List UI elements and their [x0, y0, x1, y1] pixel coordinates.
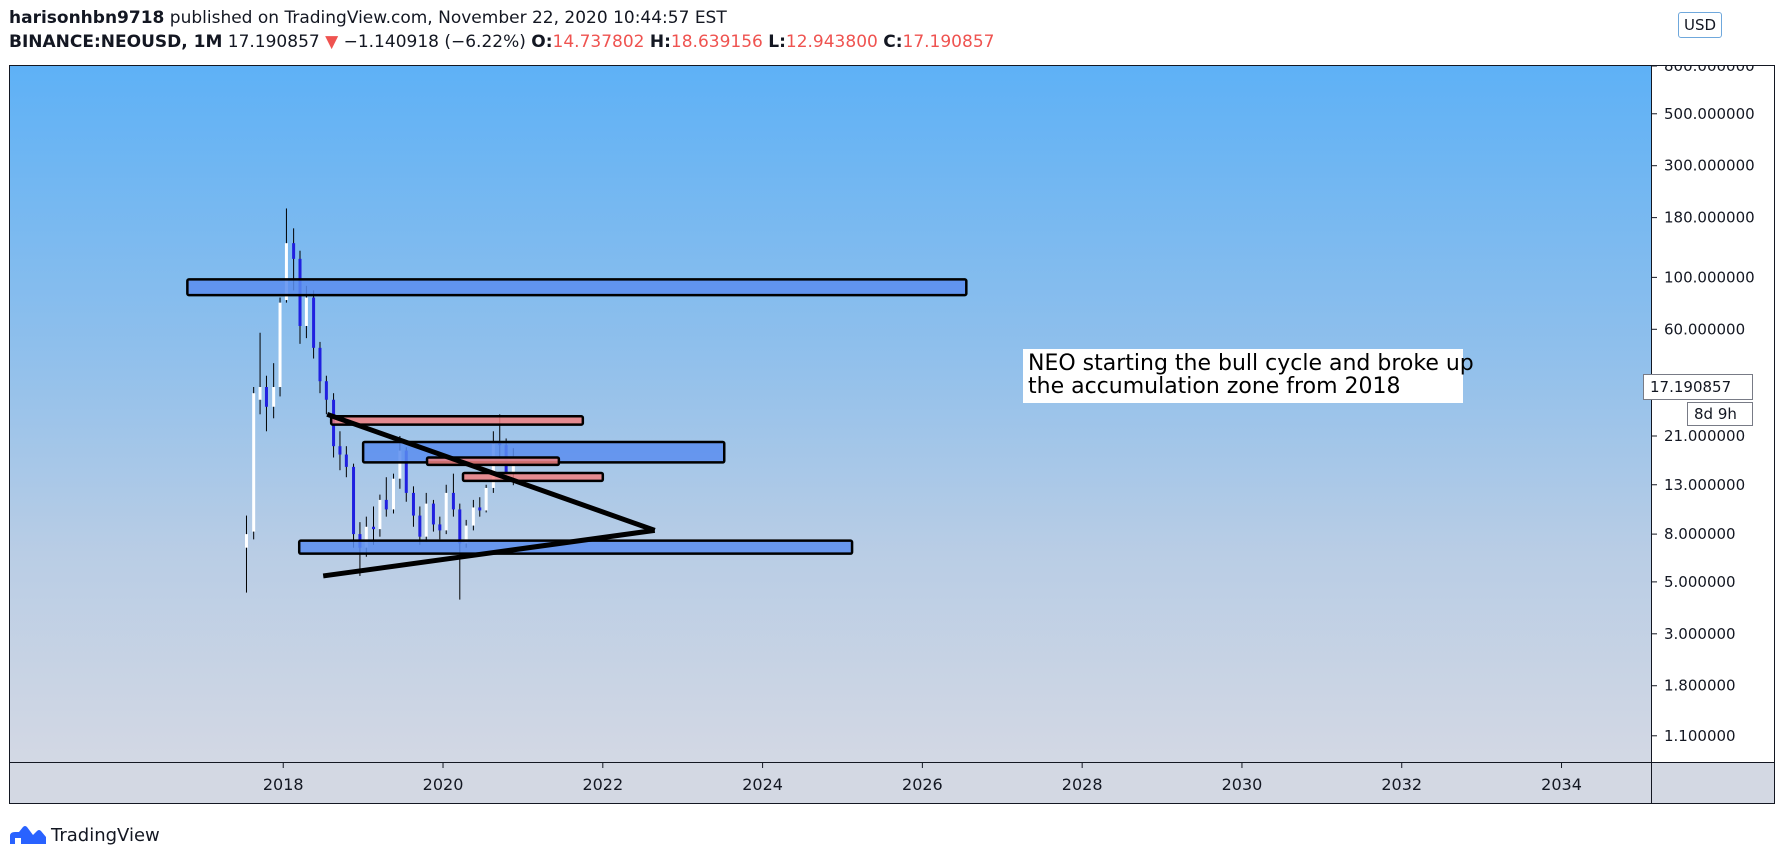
open-value: 14.737802 [552, 32, 645, 52]
candle-body [391, 478, 395, 510]
bar-countdown-label: 8d 9h [1687, 402, 1753, 426]
time-tick-label: 2032 [1381, 775, 1422, 794]
current-price-label: 17.190857 [1643, 374, 1753, 400]
candle-body [244, 534, 248, 548]
footer: TradingView [9, 820, 160, 850]
candle-body [324, 381, 328, 400]
plot-area[interactable] [10, 66, 1651, 762]
time-tick-label: 2018 [263, 775, 304, 794]
price-tick-label: 13.000000 [1664, 476, 1745, 494]
candle-body [312, 297, 316, 348]
candle-body [464, 525, 468, 544]
candle-body [444, 492, 448, 531]
price-tick-label: 1.800000 [1664, 677, 1736, 695]
time-axis-ticks: 2018 2020 2022 2024 2026 2028 2030 2032 2034 [263, 763, 1582, 794]
candle-body [344, 454, 348, 467]
time-tick-label: 2020 [423, 775, 464, 794]
close-label: C: [883, 32, 903, 52]
candle-body [424, 503, 428, 537]
time-tick-label: 2022 [582, 775, 623, 794]
candle-body [264, 387, 268, 407]
candle-body [404, 450, 408, 493]
annotation-line-1: NEO starting the bull cycle and broke up [1028, 351, 1474, 376]
price-change: −1.140918 (−6.22%) [343, 32, 526, 52]
time-tick-label: 2026 [902, 775, 943, 794]
time-tick-label: 2030 [1222, 775, 1263, 794]
time-tick-label: 2028 [1062, 775, 1103, 794]
candle-body [318, 347, 322, 382]
candle-body [384, 499, 388, 510]
price-tick-label: 3.000000 [1664, 625, 1736, 643]
time-axis[interactable]: 2018 2020 2022 2024 2026 2028 2030 2032 2034 [10, 762, 1651, 803]
open-label: O: [531, 32, 553, 52]
tradingview-logo-icon[interactable] [9, 824, 47, 846]
candle-body [438, 524, 442, 531]
candle-body [258, 387, 262, 400]
high-value: 18.639156 [670, 32, 763, 52]
price-tick-label: 5.000000 [1664, 573, 1736, 591]
candle-body [252, 393, 256, 532]
axis-corner [1651, 762, 1774, 803]
candle-body [338, 446, 342, 455]
chart-frame: 800.000000 500.000000 300.000000 180.000000… [9, 65, 1775, 804]
candle-body [398, 450, 402, 479]
chart-annotation[interactable]: NEO starting the bull cycle and broke up… [1023, 349, 1474, 403]
price-tick-label: 300.000000 [1664, 157, 1755, 175]
time-tick-label: 2024 [742, 775, 783, 794]
candle-body [284, 243, 288, 301]
close-value: 17.190857 [902, 32, 995, 52]
resistance-zone [329, 415, 585, 426]
time-tick-label: 2034 [1541, 775, 1582, 794]
last-price: 17.190857 [227, 32, 320, 52]
candle-body [304, 297, 308, 326]
price-tick-label: 60.000000 [1664, 320, 1745, 338]
candle-body [431, 503, 435, 525]
symbol-name: BINANCE:NEOUSD, 1M [9, 32, 223, 52]
low-value: 12.943800 [785, 32, 878, 52]
change-arrow-icon: ▼ [325, 32, 339, 52]
candle-body [478, 507, 482, 511]
candle-body [471, 507, 475, 526]
footer-brand[interactable]: TradingView [51, 824, 160, 846]
candle-body [272, 387, 276, 407]
candle-body [292, 243, 296, 259]
high-label: H: [649, 32, 671, 52]
publish-date: published on TradingView.com, November 2… [164, 8, 727, 28]
candlestick-chart[interactable] [10, 66, 1651, 762]
support-zone [186, 278, 968, 297]
price-tick-label: 500.000000 [1664, 105, 1755, 123]
chart-header: harisonhbn9718 published on TradingView.… [9, 6, 994, 54]
candle-body [484, 487, 488, 511]
price-tick-label: 8.000000 [1664, 525, 1736, 543]
candle-body [278, 302, 282, 388]
trend-line [326, 411, 656, 533]
price-tick-label: 1.100000 [1664, 727, 1736, 745]
candle-body [372, 526, 376, 530]
publish-info: harisonhbn9718 published on TradingView.… [9, 6, 994, 30]
resistance-zone [461, 471, 605, 483]
candle-body [352, 466, 356, 535]
candle-body [418, 515, 422, 537]
annotation-line-2: the accumulation zone from 2018 [1028, 374, 1401, 399]
trend-line [322, 527, 656, 579]
symbol-info: BINANCE:NEOUSD, 1M 17.190857 ▼ −1.140918… [9, 30, 994, 54]
candle-body [451, 492, 455, 510]
price-tick-label: 100.000000 [1664, 268, 1755, 286]
price-tick-label: 180.000000 [1664, 209, 1755, 227]
author-name[interactable]: harisonhbn9718 [9, 8, 165, 28]
price-tick-label: 800.000000 [1664, 66, 1755, 75]
candle-body [411, 492, 415, 516]
candle-body [378, 499, 382, 530]
candle-body [458, 509, 462, 544]
candle-body [364, 526, 368, 548]
currency-badge[interactable]: USD [1678, 12, 1722, 38]
low-label: L: [768, 32, 786, 52]
price-tick-label: 21.000000 [1664, 427, 1745, 445]
